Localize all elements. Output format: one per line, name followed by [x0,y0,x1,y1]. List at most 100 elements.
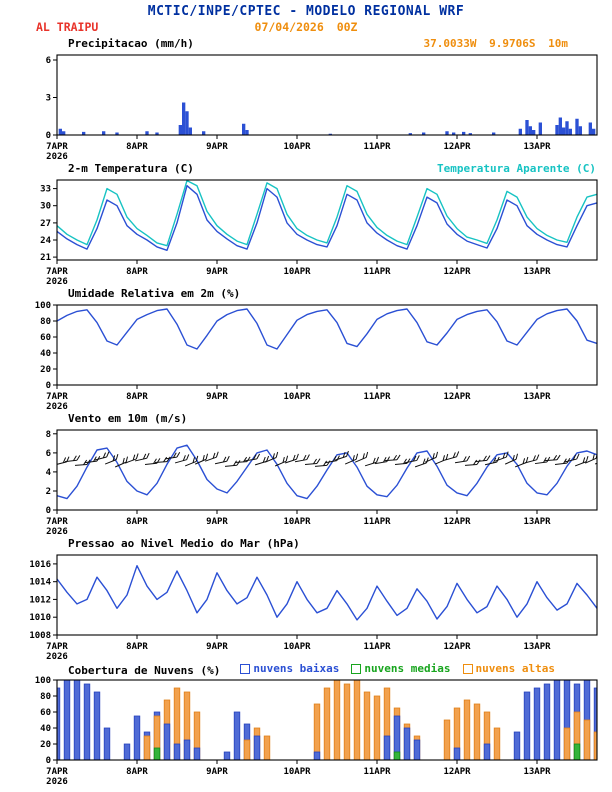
cloud-legend: nuvens baixas nuvens medias nuvens altas [240,661,555,676]
legend-item-nuvens-altas: nuvens altas [462,661,555,676]
svg-text:100: 100 [35,676,51,686]
panel-cloud-cover: Cobertura de Nuvens (%) nuvens baixas nu… [0,661,612,786]
svg-text:2026: 2026 [46,402,68,411]
svg-text:60: 60 [40,333,51,343]
panel-cloud-cover-head: Cobertura de Nuvens (%) nuvens baixas nu… [0,661,612,677]
svg-text:1014: 1014 [29,578,51,588]
svg-text:6: 6 [46,449,51,459]
svg-text:4: 4 [46,468,52,478]
svg-text:0: 0 [46,756,51,766]
svg-text:13APR: 13APR [523,767,551,777]
svg-text:10APR: 10APR [283,392,311,402]
legend-swatch-nuvens-altas [462,663,473,674]
svg-text:30: 30 [40,202,51,212]
svg-text:3: 3 [46,94,51,104]
svg-text:13APR: 13APR [523,392,551,402]
svg-text:11APR: 11APR [363,267,391,277]
svg-text:21: 21 [40,253,51,263]
svg-text:8: 8 [46,430,51,440]
svg-text:10APR: 10APR [283,142,311,152]
svg-text:11APR: 11APR [363,517,391,527]
panel-precipitation: Precipitacao (mm/h) 37.0033W 9.9706S 10m… [0,36,612,161]
svg-text:2026: 2026 [46,152,68,161]
svg-text:6: 6 [46,56,51,66]
apparent-temperature-label: Temperatura Aparente (C) [437,162,596,175]
svg-text:40: 40 [40,724,51,734]
report-title: MCTIC/INPE/CPTEC - MODELO REGIONAL WRF [147,4,465,19]
svg-text:2026: 2026 [46,652,68,661]
panel-temperature: 2-m Temperatura (C) Temperatura Aparente… [0,161,612,286]
svg-text:20: 20 [40,740,51,750]
panel-humidity-head: Umidade Relativa em 2m (%) [0,286,612,301]
svg-text:8APR: 8APR [126,392,148,402]
svg-text:13APR: 13APR [523,267,551,277]
svg-text:7APR: 7APR [46,267,68,277]
panel-title: Cobertura de Nuvens (%) [68,663,221,677]
svg-text:11APR: 11APR [363,767,391,777]
svg-text:10APR: 10APR [283,642,311,652]
svg-text:7APR: 7APR [46,767,68,777]
panel-pressure-head: Pressao ao Nivel Medio do Mar (hPa) [0,536,612,551]
svg-text:12APR: 12APR [443,642,471,652]
svg-text:12APR: 12APR [443,517,471,527]
legend-swatch-nuvens-medias [351,663,362,674]
legend-label-nuvens-medias: nuvens medias [364,662,451,675]
svg-text:7APR: 7APR [46,142,68,152]
svg-text:9APR: 9APR [206,517,228,527]
svg-text:1016: 1016 [29,560,51,570]
svg-text:80: 80 [40,317,51,327]
svg-text:80: 80 [40,692,51,702]
legend-label-nuvens-altas: nuvens altas [475,662,555,675]
panel-wind-head: Vento em 10m (m/s) [0,411,612,426]
svg-text:8APR: 8APR [126,642,148,652]
svg-text:2026: 2026 [46,527,68,536]
panel-precipitation-head: Precipitacao (mm/h) 37.0033W 9.9706S 10m [0,36,612,51]
panel-humidity: Umidade Relativa em 2m (%) 0 20 40 60 80 100 7… [0,286,612,411]
svg-text:20: 20 [40,365,51,375]
legend-label-nuvens-baixas: nuvens baixas [253,662,340,675]
svg-text:12APR: 12APR [443,267,471,277]
svg-text:10APR: 10APR [283,267,311,277]
svg-text:10APR: 10APR [283,767,311,777]
svg-text:0: 0 [46,131,51,141]
svg-text:0: 0 [46,381,51,391]
svg-text:13APR: 13APR [523,642,551,652]
svg-text:40: 40 [40,349,51,359]
panel-title: Vento em 10m (m/s) [68,412,188,425]
svg-text:1012: 1012 [29,595,51,605]
svg-text:8APR: 8APR [126,267,148,277]
svg-text:8APR: 8APR [126,142,148,152]
svg-text:13APR: 13APR [523,142,551,152]
panel-title: Umidade Relativa em 2m (%) [68,287,241,300]
header-row: AL TRAIPU 07/04/2026 00Z [0,19,612,36]
svg-text:11APR: 11APR [363,642,391,652]
svg-text:8APR: 8APR [126,767,148,777]
svg-text:0: 0 [46,506,51,516]
svg-text:9APR: 9APR [206,142,228,152]
svg-text:33: 33 [40,185,51,195]
run-datetime: 07/04/2026 00Z [254,20,358,34]
svg-text:9APR: 9APR [206,267,228,277]
svg-text:1010: 1010 [29,613,51,623]
svg-text:13APR: 13APR [523,517,551,527]
panel-title: Precipitacao (mm/h) [68,37,194,50]
svg-text:12APR: 12APR [443,767,471,777]
panel-wind: Vento em 10m (m/s) 0 2 4 6 8 7APR 2026 8APR 9APR… [0,411,612,536]
station-coordinates: 37.0033W 9.9706S 10m [423,37,568,50]
svg-text:7APR: 7APR [46,392,68,402]
svg-text:11APR: 11APR [363,142,391,152]
svg-text:7APR: 7APR [46,517,68,527]
svg-text:7APR: 7APR [46,642,68,652]
legend-item-nuvens-baixas: nuvens baixas [240,661,339,676]
svg-text:11APR: 11APR [363,392,391,402]
svg-text:100: 100 [35,301,51,311]
panel-pressure: Pressao ao Nivel Medio do Mar (hPa) 1008… [0,536,612,661]
svg-text:24: 24 [40,236,51,246]
svg-text:9APR: 9APR [206,767,228,777]
